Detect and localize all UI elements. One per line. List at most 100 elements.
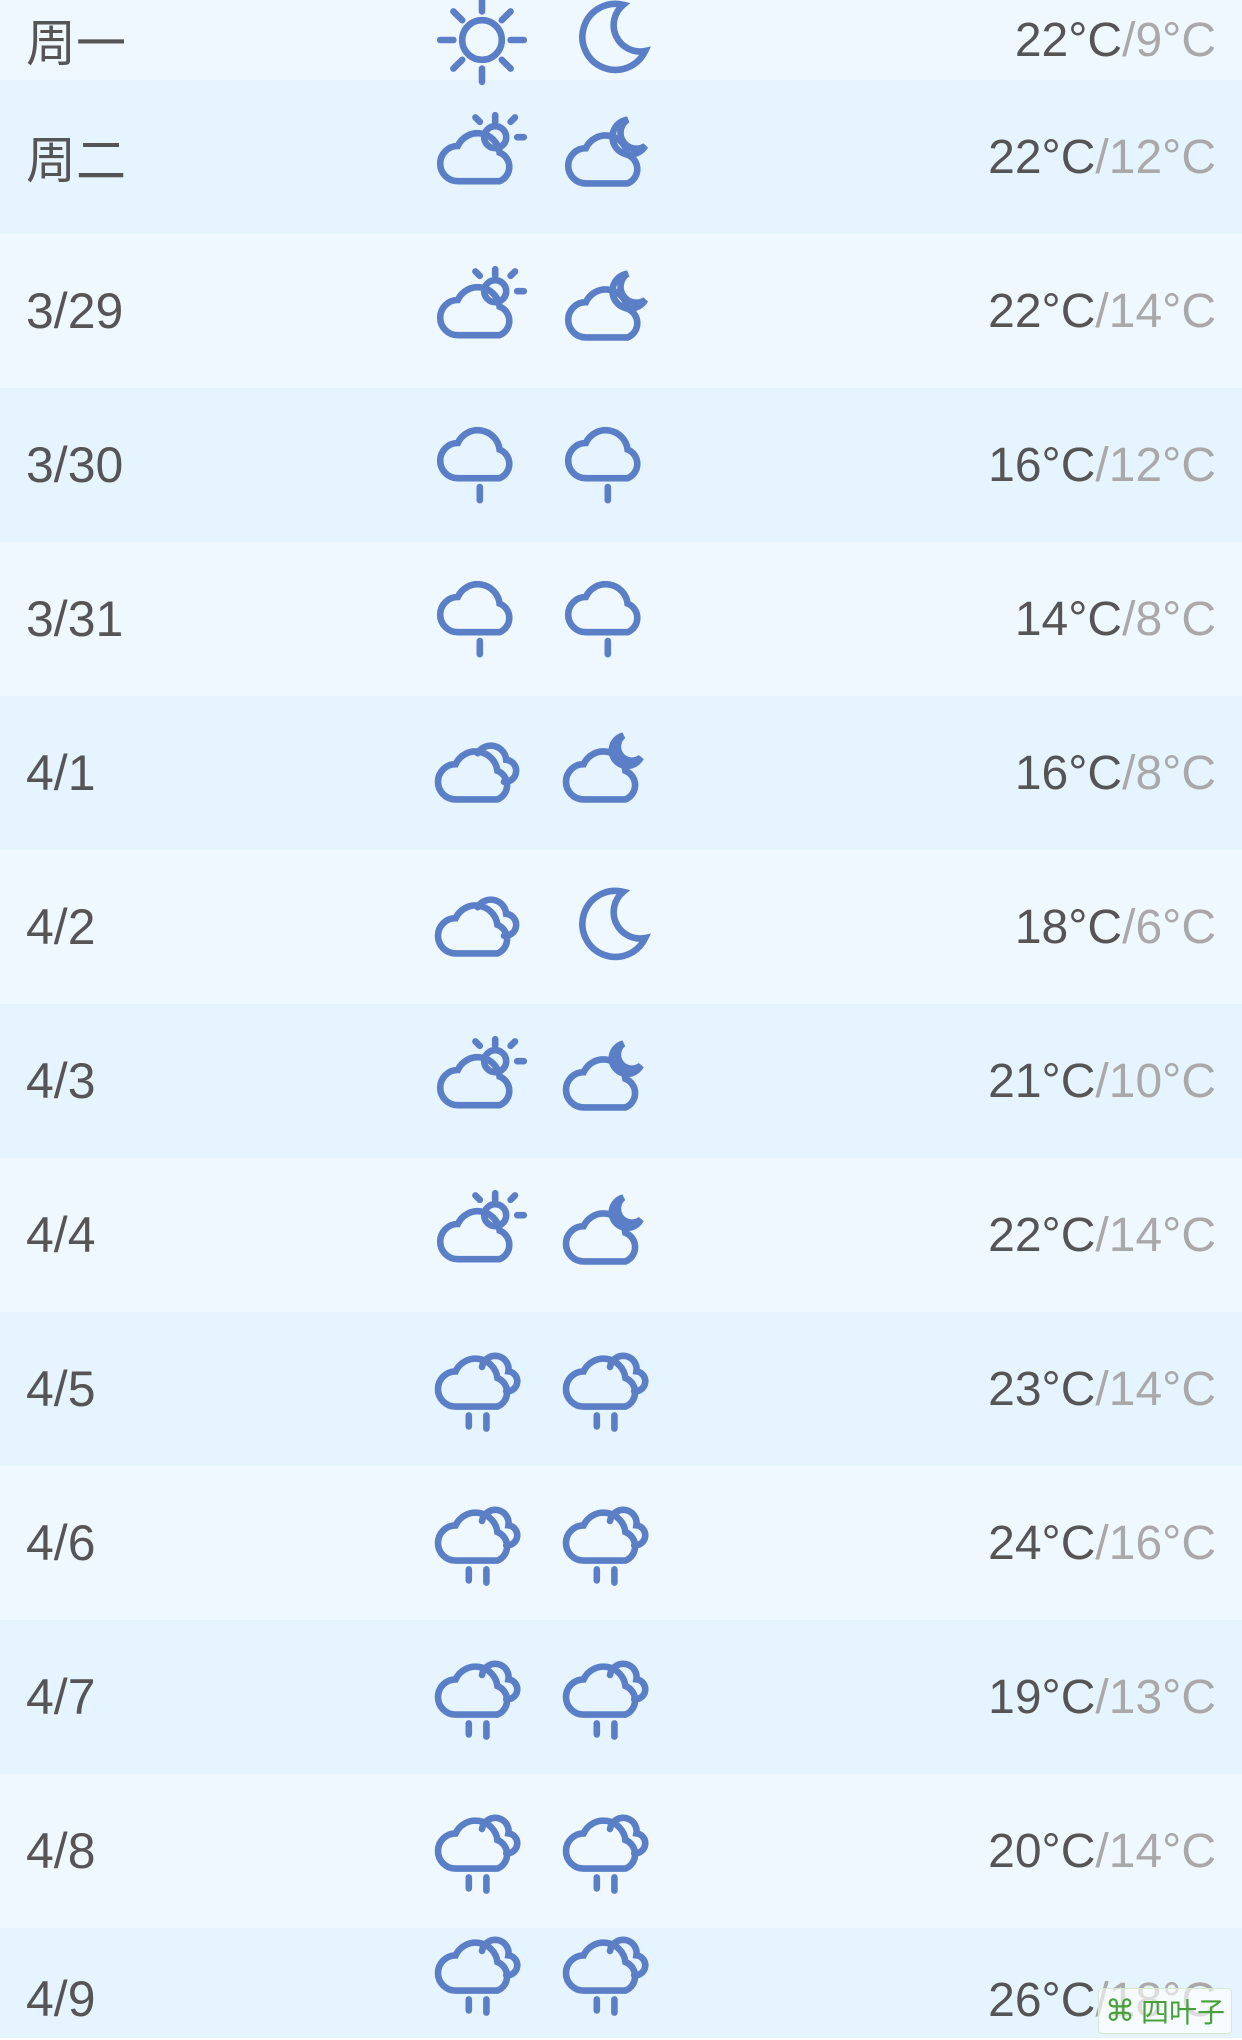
forecast-row[interactable]: 4/1 16°C/8°C	[0, 696, 1242, 850]
temp-high: 16°C	[988, 439, 1095, 492]
weather-icons	[416, 256, 676, 366]
temperature-range: 14°C/8°C	[676, 592, 1216, 647]
temp-low: 16°C	[1109, 1517, 1216, 1570]
date-label: 3/30	[26, 436, 276, 494]
temp-separator: /	[1095, 1363, 1108, 1416]
temp-low: 14°C	[1109, 1363, 1216, 1416]
temp-low: 14°C	[1109, 1825, 1216, 1878]
temp-low: 8°C	[1135, 747, 1216, 800]
date-label: 周二	[26, 121, 276, 193]
date-label: 4/5	[26, 1360, 276, 1418]
temp-low: 14°C	[1109, 1209, 1216, 1262]
temp-low: 14°C	[1109, 285, 1216, 338]
temperature-range: 22°C/9°C	[676, 13, 1216, 68]
showers-icon	[555, 1642, 665, 1752]
showers-icon	[555, 1796, 665, 1906]
forecast-row[interactable]: 4/7 19°C/13°C	[0, 1620, 1242, 1774]
partly_cloudy_day-icon	[427, 1026, 537, 1136]
temp-separator: /	[1095, 1209, 1108, 1262]
forecast-row[interactable]: 4/2 18°C/6°C	[0, 850, 1242, 1004]
date-label: 周一	[26, 4, 276, 76]
temperature-range: 21°C/10°C	[676, 1054, 1216, 1109]
weather-icons	[416, 410, 676, 520]
date-label: 3/29	[26, 282, 276, 340]
temp-separator: /	[1095, 1671, 1108, 1724]
partly_cloudy_night-icon	[555, 256, 665, 366]
showers-icon	[555, 1334, 665, 1444]
temp-low: 9°C	[1135, 14, 1216, 67]
weather-icons	[416, 102, 676, 212]
partly_cloudy_day-icon	[427, 256, 537, 366]
date-label: 4/8	[26, 1822, 276, 1880]
showers-icon	[427, 1334, 537, 1444]
cloudy-icon	[427, 718, 537, 828]
temperature-range: 22°C/14°C	[676, 1208, 1216, 1263]
forecast-row[interactable]: 4/9 26°C/18°C	[0, 1928, 1242, 2038]
weather-icons	[416, 872, 676, 982]
weather-icons	[416, 1796, 676, 1906]
forecast-row[interactable]: 周一 22°C/9°C	[0, 0, 1242, 80]
temp-high: 22°C	[1015, 14, 1122, 67]
weather-icons	[416, 718, 676, 828]
temp-high: 26°C	[988, 1974, 1095, 2027]
forecast-row[interactable]: 4/3 21°C/10°C	[0, 1004, 1242, 1158]
date-label: 4/7	[26, 1668, 276, 1726]
rain-icon	[555, 564, 665, 674]
showers-icon	[555, 1488, 665, 1598]
temperature-range: 16°C/12°C	[676, 438, 1216, 493]
temp-separator: /	[1122, 14, 1135, 67]
forecast-list: 周一 22°C/9°C周二 22°C/12°C3/29	[0, 0, 1242, 2038]
date-label: 4/3	[26, 1052, 276, 1110]
weather-icons	[416, 1488, 676, 1598]
rain-icon	[427, 410, 537, 520]
clear_night-icon	[555, 0, 665, 95]
temp-high: 22°C	[988, 285, 1095, 338]
temp-separator: /	[1122, 747, 1135, 800]
forecast-row[interactable]: 3/29 22°C/14°C	[0, 234, 1242, 388]
watermark: ⌘ 四叶子	[1098, 1988, 1232, 2034]
showers-icon	[427, 1796, 537, 1906]
temperature-range: 22°C/12°C	[676, 130, 1216, 185]
temperature-range: 18°C/6°C	[676, 900, 1216, 955]
temp-high: 20°C	[988, 1825, 1095, 1878]
forecast-row[interactable]: 4/4 22°C/14°C	[0, 1158, 1242, 1312]
forecast-row[interactable]: 周二 22°C/12°C	[0, 80, 1242, 234]
forecast-row[interactable]: 4/6 24°C/16°C	[0, 1466, 1242, 1620]
temp-separator: /	[1095, 131, 1108, 184]
temp-high: 16°C	[1015, 747, 1122, 800]
temp-low: 13°C	[1109, 1671, 1216, 1724]
temp-separator: /	[1122, 593, 1135, 646]
temp-low: 8°C	[1135, 593, 1216, 646]
partly_cloudy_day-icon	[427, 102, 537, 212]
temp-high: 22°C	[988, 1209, 1095, 1262]
cloudy_night-icon	[555, 1180, 665, 1290]
weather-icons	[416, 0, 676, 95]
forecast-row[interactable]: 3/31 14°C/8°C	[0, 542, 1242, 696]
date-label: 4/4	[26, 1206, 276, 1264]
weather-icons	[416, 1918, 676, 2028]
showers-icon	[427, 1488, 537, 1598]
clear_night-icon	[555, 872, 665, 982]
watermark-icon: ⌘	[1105, 1994, 1135, 2029]
cloudy-icon	[427, 872, 537, 982]
temp-low: 10°C	[1109, 1055, 1216, 1108]
date-label: 4/2	[26, 898, 276, 956]
forecast-row[interactable]: 4/5 23°C/14°C	[0, 1312, 1242, 1466]
temp-separator: /	[1095, 1825, 1108, 1878]
temp-separator: /	[1095, 1055, 1108, 1108]
temp-high: 22°C	[988, 131, 1095, 184]
temperature-range: 19°C/13°C	[676, 1670, 1216, 1725]
date-label: 4/6	[26, 1514, 276, 1572]
showers-icon	[555, 1918, 665, 2028]
temp-separator: /	[1122, 901, 1135, 954]
temp-separator: /	[1095, 285, 1108, 338]
forecast-row[interactable]: 3/30 16°C/12°C	[0, 388, 1242, 542]
temperature-range: 20°C/14°C	[676, 1824, 1216, 1879]
temperature-range: 23°C/14°C	[676, 1362, 1216, 1417]
weather-icons	[416, 1180, 676, 1290]
temp-separator: /	[1095, 1517, 1108, 1570]
date-label: 4/9	[26, 1970, 276, 2028]
weather-icons	[416, 1642, 676, 1752]
forecast-row[interactable]: 4/8 20°C/14°C	[0, 1774, 1242, 1928]
rain-icon	[427, 564, 537, 674]
